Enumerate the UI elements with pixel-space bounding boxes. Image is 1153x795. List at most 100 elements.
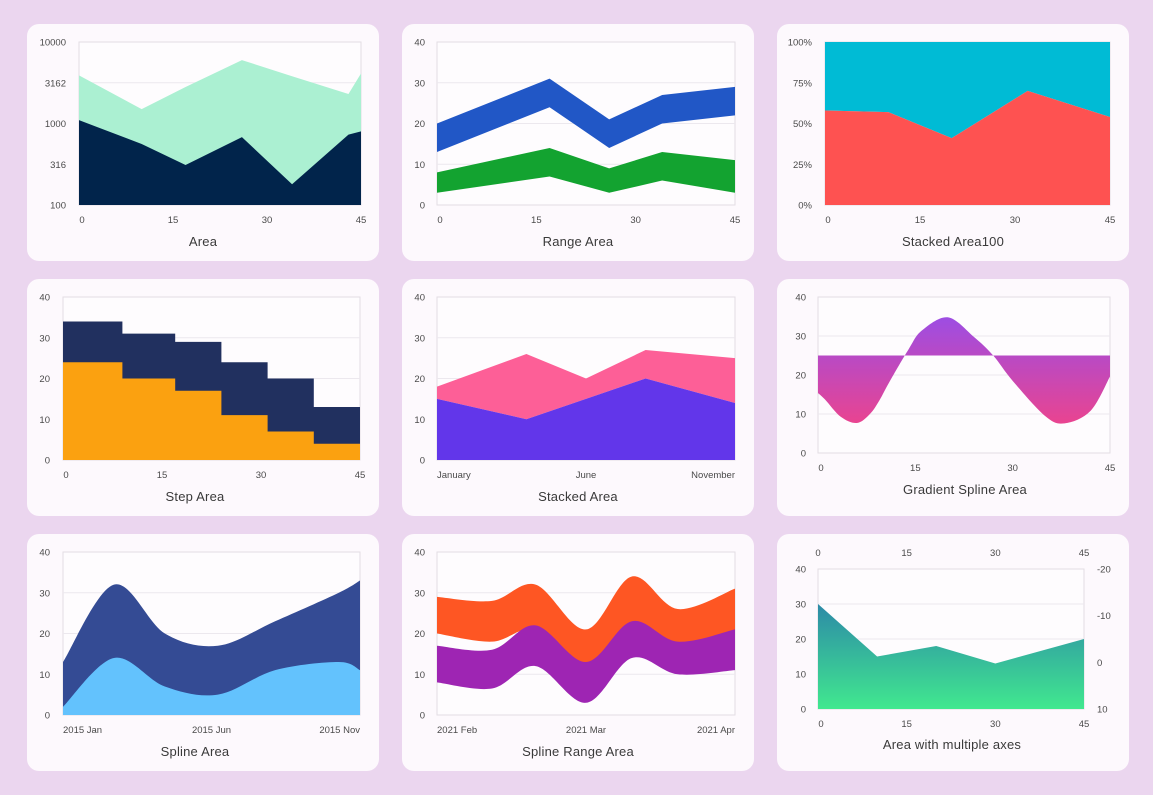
y-tick-label: 20 bbox=[39, 374, 50, 385]
y-tick-label: 0 bbox=[420, 711, 425, 722]
y-tick-label: 10 bbox=[414, 670, 425, 681]
x-tick-label: 30 bbox=[262, 215, 273, 226]
stacked-series bbox=[825, 42, 1110, 139]
y2-tick-label: -10 bbox=[1097, 611, 1111, 622]
y2-tick-label: -20 bbox=[1097, 565, 1111, 576]
x2-tick-label: 15 bbox=[901, 548, 912, 559]
y-tick-label: 20 bbox=[795, 371, 806, 382]
chart-title: Gradient Spline Area bbox=[903, 482, 1027, 497]
y-tick-label: 10 bbox=[39, 670, 50, 681]
chart-title: Stacked Area bbox=[538, 489, 618, 504]
x-tick-label: 30 bbox=[990, 719, 1001, 730]
gradient-spline-series bbox=[818, 317, 1110, 424]
y-tick-label: 20 bbox=[39, 629, 50, 640]
x2-tick-label: 45 bbox=[1079, 548, 1090, 559]
card-step-area: 0 10 20 30 40 0 15 30 45 Step Area bbox=[27, 279, 379, 516]
y2-tick-label: 10 bbox=[1097, 705, 1108, 716]
x-tick-label: 15 bbox=[157, 470, 168, 481]
x-tick-label: 2021 Mar bbox=[566, 725, 606, 736]
chart-range-area: 0 10 20 30 40 0 15 30 45 bbox=[414, 38, 741, 227]
y-tick-label: 0 bbox=[45, 456, 50, 467]
card-stacked-area: 0 10 20 30 40 January June November Stacked Are… bbox=[402, 279, 754, 516]
chart-multiple-axes: 0 10 20 30 40 0 15 30 45 0 15 30 45 10 0 -10 -20 bbox=[795, 548, 1111, 730]
stacked-series bbox=[825, 90, 1110, 205]
y-tick-label: 20 bbox=[795, 635, 806, 646]
y-tick-label: 100 bbox=[50, 201, 66, 212]
y-tick-label: 30 bbox=[39, 333, 50, 344]
card-area: 100 316 1000 3162 10000 0 15 30 45 Area bbox=[27, 24, 379, 261]
x-tick-label: 2015 Jun bbox=[192, 725, 231, 736]
x-tick-label: 0 bbox=[825, 215, 830, 226]
chart-title: Area bbox=[188, 234, 218, 249]
y-tick-label: 10000 bbox=[40, 38, 66, 49]
y-tick-label: 40 bbox=[795, 293, 806, 304]
y-tick-label: 0 bbox=[45, 711, 50, 722]
x-tick-label: 0 bbox=[79, 215, 84, 226]
y-tick-label: 40 bbox=[414, 293, 425, 304]
y-tick-label: 1000 bbox=[45, 119, 66, 130]
chart-stacked-area: 0 10 20 30 40 January June November bbox=[414, 293, 736, 481]
y-tick-label: 10 bbox=[39, 415, 50, 426]
card-gradient-spline-area: 0 10 20 30 40 0 15 30 45 Gradient Spline Area bbox=[777, 279, 1129, 516]
x-tick-label: 45 bbox=[730, 215, 741, 226]
y-tick-label: 30 bbox=[795, 332, 806, 343]
y-tick-label: 40 bbox=[39, 293, 50, 304]
x2-tick-label: 0 bbox=[815, 548, 820, 559]
step-series bbox=[63, 362, 360, 460]
y-tick-label: 20 bbox=[414, 629, 425, 640]
y-tick-label: 100% bbox=[788, 38, 813, 49]
y-tick-label: 40 bbox=[39, 548, 50, 559]
x-tick-label: 30 bbox=[1010, 215, 1021, 226]
x-tick-label: 15 bbox=[915, 215, 926, 226]
y-tick-label: 0 bbox=[801, 449, 806, 460]
range-series bbox=[437, 78, 735, 153]
x-tick-label: 30 bbox=[1007, 463, 1018, 474]
x-tick-label: 15 bbox=[910, 463, 921, 474]
y2-tick-label: 0 bbox=[1097, 658, 1102, 669]
y-tick-label: 30 bbox=[414, 333, 425, 344]
x-tick-label: January bbox=[437, 470, 471, 481]
range-series bbox=[437, 620, 735, 703]
y-tick-label: 10 bbox=[414, 160, 425, 171]
y-tick-label: 3162 bbox=[45, 78, 66, 89]
card-spline-area: 0 10 20 30 40 2015 Jan 2015 Jun 2015 Nov Spline… bbox=[27, 534, 379, 771]
y-tick-label: 20 bbox=[414, 374, 425, 385]
area-series bbox=[818, 604, 1084, 709]
card-spline-range-area: 0 10 20 30 40 2021 Feb 2021 Mar 2021 Apr Spline… bbox=[402, 534, 754, 771]
y-tick-label: 40 bbox=[414, 548, 425, 559]
y-tick-label: 30 bbox=[39, 588, 50, 599]
x2-tick-label: 30 bbox=[990, 548, 1001, 559]
y-tick-label: 0 bbox=[420, 456, 425, 467]
y-tick-label: 10 bbox=[795, 410, 806, 421]
range-series bbox=[437, 147, 735, 193]
chart-step-area: 0 10 20 30 40 0 15 30 45 bbox=[39, 293, 366, 482]
chart-gradient-spline-area: 0 10 20 30 40 0 15 30 45 bbox=[795, 293, 1115, 475]
chart-title: Range Area bbox=[542, 234, 614, 249]
x-tick-label: 2015 Nov bbox=[319, 725, 360, 736]
chart-spline-range-area: 0 10 20 30 40 2021 Feb 2021 Mar 2021 Apr bbox=[414, 548, 736, 736]
y-tick-label: 30 bbox=[795, 600, 806, 611]
card-multiple-axes: 0 10 20 30 40 0 15 30 45 0 15 30 45 10 0 -10 -20 Area wi… bbox=[777, 534, 1129, 771]
x-tick-label: 2015 Jan bbox=[63, 725, 102, 736]
y-tick-label: 30 bbox=[414, 78, 425, 89]
card-stacked-area100: 0% 25% 50% 75% 100% 0 15 30 45 Stacked Area100 bbox=[777, 24, 1129, 261]
chart-title: Spline Area bbox=[160, 744, 230, 759]
x-tick-label: 45 bbox=[1079, 719, 1090, 730]
x-tick-label: 45 bbox=[356, 215, 367, 226]
x-tick-label: 30 bbox=[630, 215, 641, 226]
chart-spline-area: 0 10 20 30 40 2015 Jan 2015 Jun 2015 Nov bbox=[39, 548, 361, 736]
chart-title: Step Area bbox=[165, 489, 225, 504]
y-tick-label: 10 bbox=[795, 670, 806, 681]
x-tick-label: 45 bbox=[1105, 215, 1116, 226]
y-tick-label: 50% bbox=[793, 119, 813, 130]
x-tick-label: 2021 Feb bbox=[437, 725, 477, 736]
y-tick-label: 40 bbox=[414, 38, 425, 49]
y-tick-label: 40 bbox=[795, 565, 806, 576]
y-tick-label: 316 bbox=[50, 160, 66, 171]
chart-area: 100 316 1000 3162 10000 0 15 30 45 bbox=[40, 38, 367, 227]
x-tick-label: November bbox=[691, 470, 735, 481]
spline-series bbox=[63, 657, 360, 715]
x-tick-label: 45 bbox=[355, 470, 366, 481]
x-tick-label: 30 bbox=[256, 470, 267, 481]
area-series bbox=[79, 120, 361, 205]
